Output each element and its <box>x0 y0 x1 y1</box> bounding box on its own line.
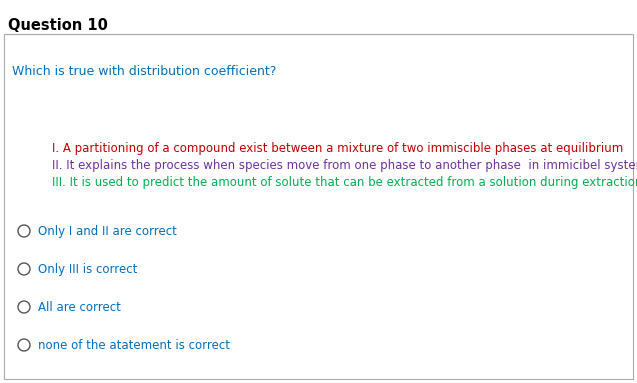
Text: All are correct: All are correct <box>38 301 121 314</box>
Ellipse shape <box>18 263 30 275</box>
FancyBboxPatch shape <box>4 34 633 379</box>
Text: Only I and II are correct: Only I and II are correct <box>38 225 177 238</box>
Text: none of the atatement is correct: none of the atatement is correct <box>38 339 230 352</box>
Text: Only III is correct: Only III is correct <box>38 263 138 276</box>
Ellipse shape <box>18 339 30 351</box>
Text: Which is true with distribution coefficient?: Which is true with distribution coeffici… <box>12 65 276 78</box>
Text: III. It is used to predict the amount of solute that can be extracted from a sol: III. It is used to predict the amount of… <box>52 176 637 189</box>
Text: Question 10: Question 10 <box>8 18 108 33</box>
Text: II. It explains the process when species move from one phase to another phase  i: II. It explains the process when species… <box>52 159 637 172</box>
Text: I. A partitioning of a compound exist between a mixture of two immiscible phases: I. A partitioning of a compound exist be… <box>52 142 623 155</box>
Ellipse shape <box>18 225 30 237</box>
Ellipse shape <box>18 301 30 313</box>
